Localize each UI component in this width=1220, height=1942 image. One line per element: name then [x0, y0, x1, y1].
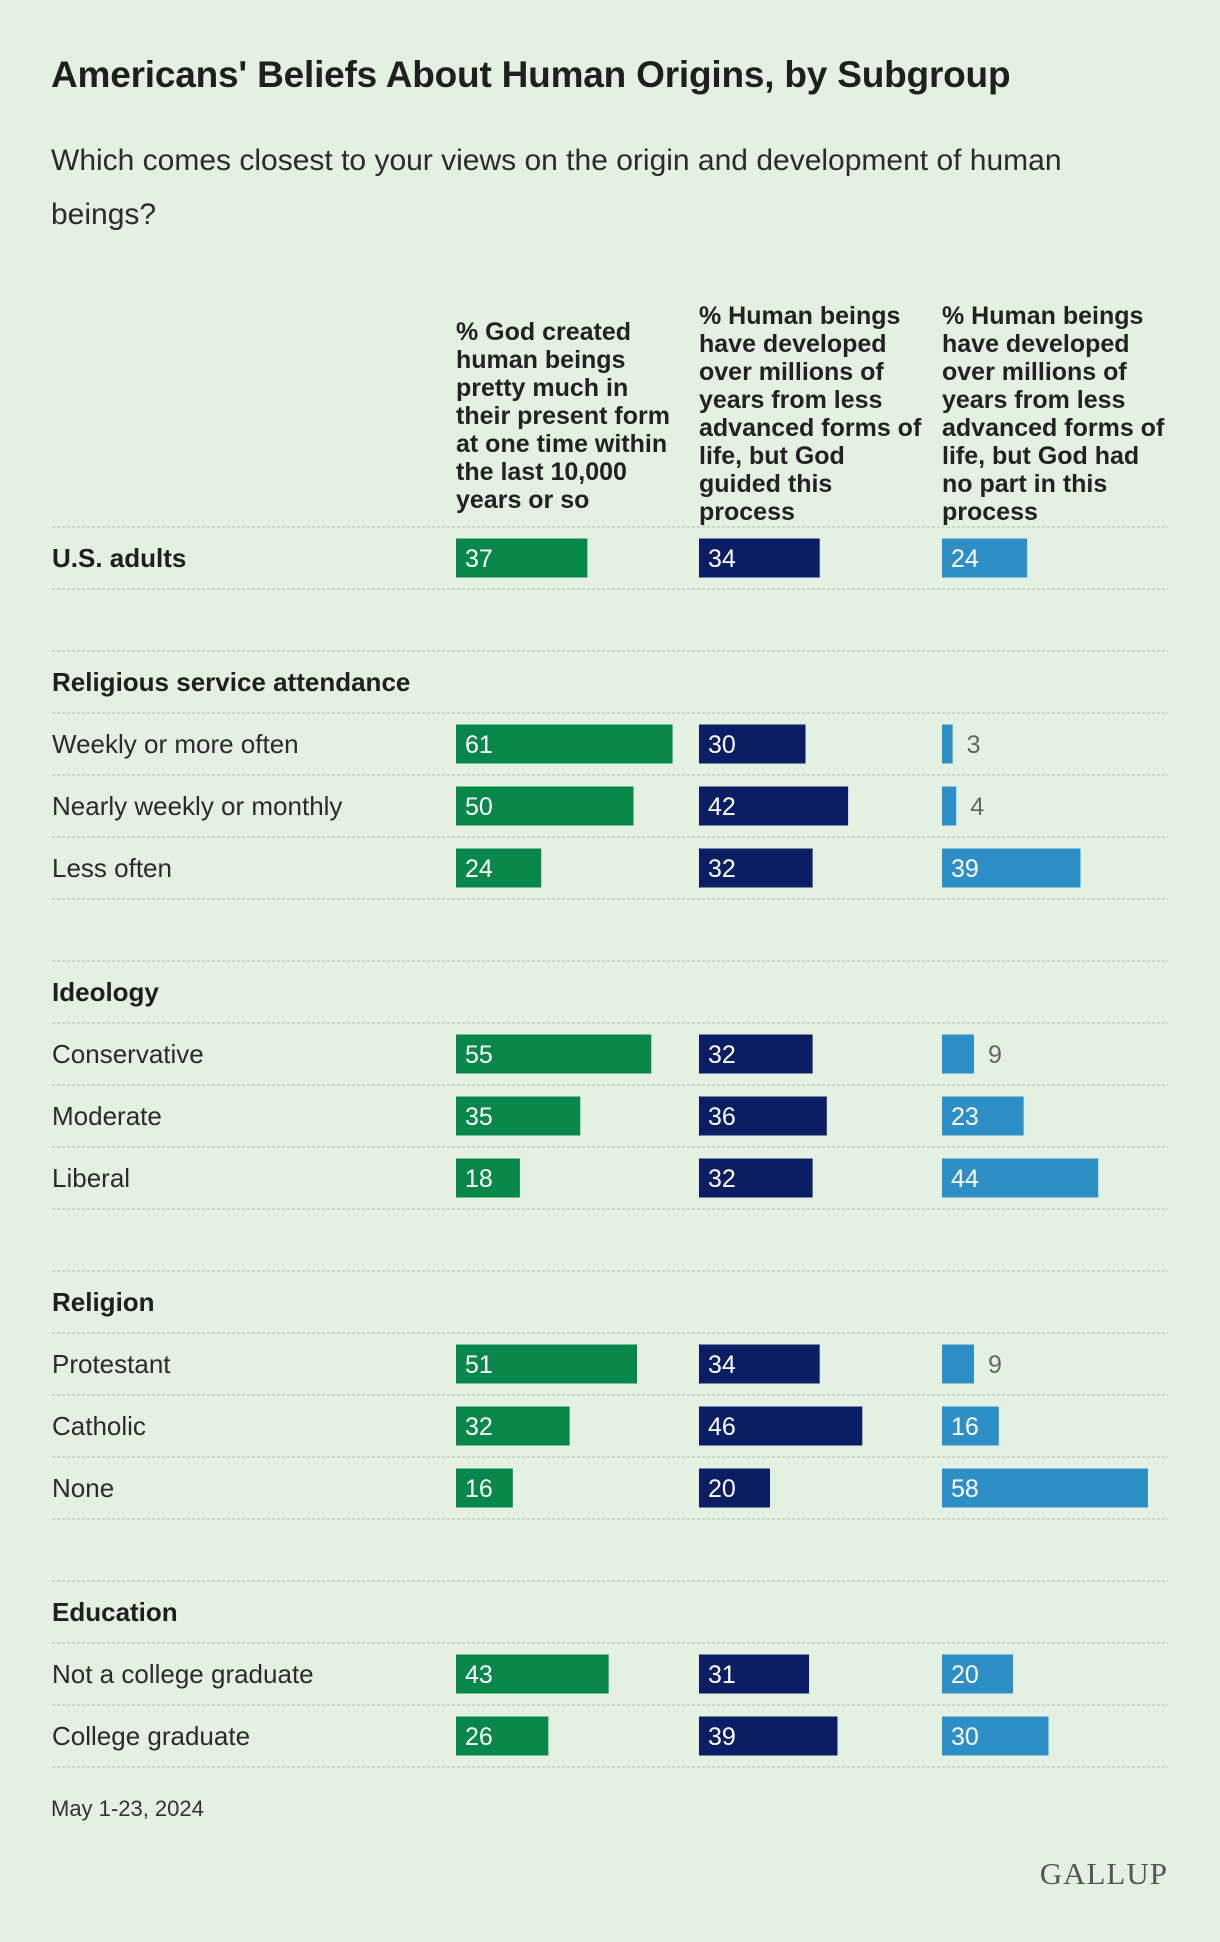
- bar-value-label: 39: [708, 1723, 736, 1751]
- column-header-god-created: % God created human beings pretty much i…: [456, 290, 688, 514]
- bar: [942, 538, 1028, 578]
- column-header-no-god-text: % Human beings have developed over milli…: [942, 302, 1165, 526]
- bar: [942, 848, 1081, 888]
- bar: [456, 1344, 638, 1384]
- bar-value-label: 20: [708, 1475, 736, 1503]
- bar-value-label: 34: [708, 1351, 736, 1379]
- row-label: Nearly weekly or monthly: [52, 791, 342, 821]
- bar: [942, 1344, 974, 1384]
- bar: [699, 1096, 827, 1136]
- bar: [456, 724, 673, 764]
- bar-value-label: 34: [708, 545, 736, 573]
- bar-value-label: 55: [465, 1041, 493, 1069]
- bar-value-label: 4: [970, 793, 984, 821]
- bar: [699, 1158, 813, 1198]
- bar-value-label: 9: [988, 1041, 1002, 1069]
- group-label: Ideology: [52, 977, 159, 1007]
- bar: [456, 1468, 513, 1508]
- bar-value-label: 51: [465, 1351, 493, 1379]
- row-label: U.S. adults: [52, 543, 186, 573]
- bar-value-label: 61: [465, 731, 493, 759]
- bar-value-label: 30: [708, 731, 736, 759]
- row-label: Not a college graduate: [52, 1659, 314, 1689]
- bar: [456, 1034, 652, 1074]
- bar-value-label: 37: [465, 545, 493, 573]
- group-label: Religious service attendance: [52, 667, 410, 697]
- bar-value-label: 58: [951, 1475, 979, 1503]
- bar-value-label: 43: [465, 1661, 493, 1689]
- bar: [456, 1406, 570, 1446]
- row-label: Weekly or more often: [52, 729, 299, 759]
- bar: [942, 1468, 1148, 1508]
- bar: [942, 1096, 1024, 1136]
- bar: [456, 1716, 549, 1756]
- column-header-god-guided-text: % Human beings have developed over milli…: [699, 302, 922, 526]
- column-header-no-god: % Human beings have developed over milli…: [942, 275, 1174, 526]
- bar-value-label: 50: [465, 793, 493, 821]
- bar-value-label: 16: [465, 1475, 493, 1503]
- bar-value-label: 16: [951, 1413, 979, 1441]
- bar-value-label: 32: [708, 1041, 736, 1069]
- bar: [942, 1716, 1049, 1756]
- row-label: Less often: [52, 853, 172, 883]
- row-label: Moderate: [52, 1101, 162, 1131]
- bar-value-label: 30: [951, 1723, 979, 1751]
- bar-value-label: 3: [967, 731, 981, 759]
- bar-value-label: 26: [465, 1723, 493, 1751]
- row-label: Catholic: [52, 1411, 146, 1441]
- bar-value-label: 20: [951, 1661, 979, 1689]
- gallup-logo: GALLUP: [1039, 1856, 1168, 1891]
- bar-value-label: 44: [951, 1165, 979, 1193]
- bar: [699, 538, 820, 578]
- bar: [456, 1654, 609, 1694]
- bar: [942, 1158, 1099, 1198]
- bar-value-label: 32: [465, 1413, 493, 1441]
- bar: [456, 848, 542, 888]
- bar: [699, 1034, 813, 1074]
- column-header-god-created-text: % God created human beings pretty much i…: [456, 318, 670, 514]
- bar-value-label: 9: [988, 1351, 1002, 1379]
- bar-value-label: 23: [951, 1103, 979, 1131]
- bar: [699, 1654, 810, 1694]
- bar-value-label: 39: [951, 855, 979, 883]
- bar: [456, 1158, 520, 1198]
- group-label: Religion: [52, 1287, 155, 1317]
- bar-value-label: 36: [708, 1103, 736, 1131]
- bar: [942, 1654, 1013, 1694]
- bar: [942, 1406, 999, 1446]
- bar: [699, 848, 813, 888]
- row-label: Liberal: [52, 1163, 130, 1193]
- bar-value-label: 31: [708, 1661, 736, 1689]
- bar-value-label: 18: [465, 1165, 493, 1193]
- bar-value-label: 42: [708, 793, 736, 821]
- bar-value-label: 32: [708, 1165, 736, 1193]
- bar-value-label: 32: [708, 855, 736, 883]
- bar: [942, 786, 957, 826]
- bar: [456, 1096, 581, 1136]
- chart-subtitle: Which comes closest to your views on the…: [51, 144, 1062, 231]
- bar-value-label: 24: [951, 545, 979, 573]
- bar-value-label: 46: [708, 1413, 736, 1441]
- bar: [699, 724, 806, 764]
- column-header-god-guided: % Human beings have developed over milli…: [699, 275, 931, 526]
- chart-title: Americans' Beliefs About Human Origins, …: [51, 54, 1011, 95]
- row-label: College graduate: [52, 1721, 250, 1751]
- bar: [699, 1344, 820, 1384]
- group-label: Education: [52, 1597, 178, 1627]
- bar: [699, 1406, 863, 1446]
- bar: [456, 538, 588, 578]
- bar: [942, 1034, 974, 1074]
- bar-value-label: 24: [465, 855, 493, 883]
- row-label: Conservative: [52, 1039, 204, 1069]
- row-label: None: [52, 1473, 114, 1503]
- bar: [456, 786, 634, 826]
- bar: [942, 724, 953, 764]
- row-label: Protestant: [52, 1349, 171, 1379]
- bar: [699, 1716, 838, 1756]
- date-footnote: May 1-23, 2024: [51, 1796, 204, 1821]
- bar: [699, 786, 849, 826]
- bar-value-label: 35: [465, 1103, 493, 1131]
- bar: [699, 1468, 770, 1508]
